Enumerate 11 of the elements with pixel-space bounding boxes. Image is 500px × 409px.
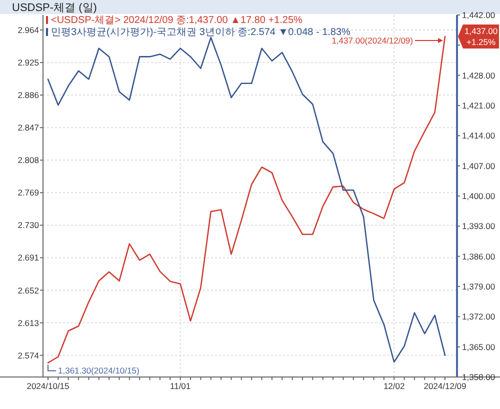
annotation: 1,437.00	[464, 26, 498, 36]
legend-label: <USDSP-체결>	[51, 15, 121, 26]
annotation: 1,361.30(2024/10/15)	[48, 364, 140, 376]
annotation: 2024/12/09 종:1,437.00 ▲17.80 +1.25%	[123, 15, 302, 26]
legend-label: 민평3사평균(시가평가)-국고채권 3년이하	[51, 27, 235, 38]
annotation: 종:2.574 ▼0.048 - 1.83%	[238, 27, 350, 38]
title: USDSP-체결 (일)	[12, 2, 97, 14]
annotation: 1,437.00(2024/12/09)	[332, 36, 443, 46]
annotation: 1,361.30(2024/10/15)	[58, 365, 140, 376]
annotation: +1.25%	[466, 37, 496, 48]
annotation: 1,437.00(2024/12/09)	[332, 36, 414, 46]
